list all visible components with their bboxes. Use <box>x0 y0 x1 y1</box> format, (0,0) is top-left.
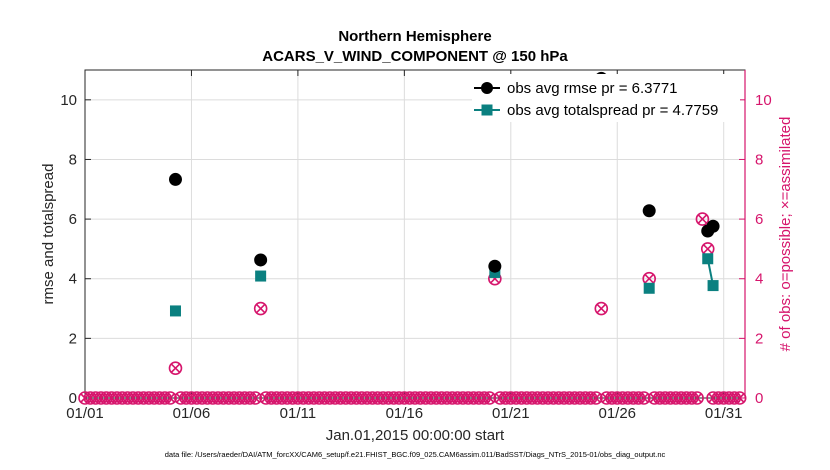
legend-rmse-marker <box>481 82 493 94</box>
x-tick-label: 01/31 <box>705 405 743 422</box>
y-tick-label: 10 <box>60 92 77 109</box>
x-tick-label: 01/21 <box>492 405 530 422</box>
y-tick-label: 6 <box>69 211 77 228</box>
right-y-tick-label: 8 <box>755 151 763 168</box>
obs-possible-circle <box>695 212 710 226</box>
obs-possible-circle <box>482 391 497 405</box>
obs-assimilated-cross <box>697 214 707 224</box>
obs-count-markers <box>78 212 747 405</box>
spread-point <box>255 270 267 282</box>
obs-assimilated-cross <box>170 363 181 373</box>
x-tick-labels: 01/01 01/06 01/11 01/16 01/21 01/26 01/31 <box>66 405 742 422</box>
rmse-point <box>254 253 268 267</box>
legend: obs avg rmse pr = 6.3771 obs avg totalsp… <box>472 74 740 122</box>
obs-assimilated-cross <box>256 303 266 314</box>
obs-count-point <box>594 301 609 316</box>
x-tick-label: 01/26 <box>598 405 636 422</box>
obs-count-point <box>248 391 263 405</box>
obs-count-point <box>168 361 183 375</box>
obs-possible-circle <box>253 301 268 316</box>
x-tick-label: 01/01 <box>66 405 104 422</box>
y-tick-label: 8 <box>69 151 77 168</box>
obs-assimilated-cross <box>703 244 713 254</box>
spread-point <box>169 305 181 317</box>
obs-possible-circle <box>637 391 651 405</box>
x-tick-label: 01/11 <box>280 405 316 422</box>
right-y-axis-label: # of obs: o=possible; ×=assimilated <box>777 117 794 352</box>
spread-point <box>643 282 655 294</box>
obs-assimilated-cross <box>639 393 649 403</box>
obs-assimilated-cross <box>735 393 745 403</box>
spread-point <box>702 253 714 265</box>
right-y-tick-label: 4 <box>755 271 763 288</box>
obs-possible-circle <box>248 391 263 405</box>
right-y-tick-label: 2 <box>755 330 763 347</box>
obs-assimilated-cross <box>165 393 175 403</box>
right-y-tick-label: 0 <box>755 390 763 407</box>
spread-point <box>707 280 719 292</box>
rmse-point <box>168 172 182 186</box>
obs-assimilated-cross <box>692 393 702 403</box>
obs-count-point <box>695 212 710 226</box>
data-file-footnote: data file: /Users/raeder/DAI/ATM_forcXX/… <box>165 450 666 459</box>
obs-count-point <box>637 391 651 405</box>
obs-assimilated-cross <box>250 393 260 403</box>
y-tick-label: 2 <box>69 330 77 347</box>
obs-assimilated-cross <box>596 303 606 314</box>
obs-possible-circle <box>594 301 609 316</box>
legend-rmse-label: obs avg rmse pr = 6.3771 <box>507 80 678 97</box>
x-axis-label: Jan.01,2015 00:00:00 start <box>326 427 505 444</box>
obs-count-point <box>690 391 704 405</box>
right-y-tick-labels: 0 2 4 6 8 10 <box>755 92 772 407</box>
legend-spread-label: obs avg totalspread pr = 4.7759 <box>507 102 718 119</box>
right-y-tick-label: 6 <box>755 211 763 228</box>
y-tick-label: 4 <box>69 271 77 288</box>
obs-assimilated-cross <box>591 393 601 403</box>
obs-possible-circle <box>732 391 747 405</box>
right-y-tick-label: 10 <box>755 92 772 109</box>
obs-possible-circle <box>163 391 177 405</box>
obs-possible-circle <box>168 361 183 375</box>
obs-assimilated-cross <box>484 393 495 403</box>
rmse-point <box>706 219 720 233</box>
chart-subtitle: ACARS_V_WIND_COMPONENT @ 150 hPa <box>262 48 568 65</box>
obs-count-point <box>482 391 497 405</box>
obs-count-point <box>589 391 603 405</box>
chart-title: Northern Hemisphere <box>338 28 491 45</box>
obs-count-point <box>253 301 268 316</box>
legend-spread-marker <box>481 104 493 116</box>
obs-assimilated-cross <box>644 274 654 284</box>
y-tick-labels: 0 2 4 6 8 10 <box>60 92 77 407</box>
y-tick-label: 0 <box>69 390 77 407</box>
x-tick-label: 01/06 <box>173 405 211 422</box>
obs-possible-circle <box>589 391 603 405</box>
obs-possible-circle <box>690 391 704 405</box>
x-tick-label: 01/16 <box>386 405 424 422</box>
rmse-point <box>488 259 502 273</box>
y-axis-label: rmse and totalspread <box>40 164 57 305</box>
obs-count-point <box>732 391 747 405</box>
rmse-point <box>642 204 656 218</box>
obs-count-point <box>163 391 177 405</box>
